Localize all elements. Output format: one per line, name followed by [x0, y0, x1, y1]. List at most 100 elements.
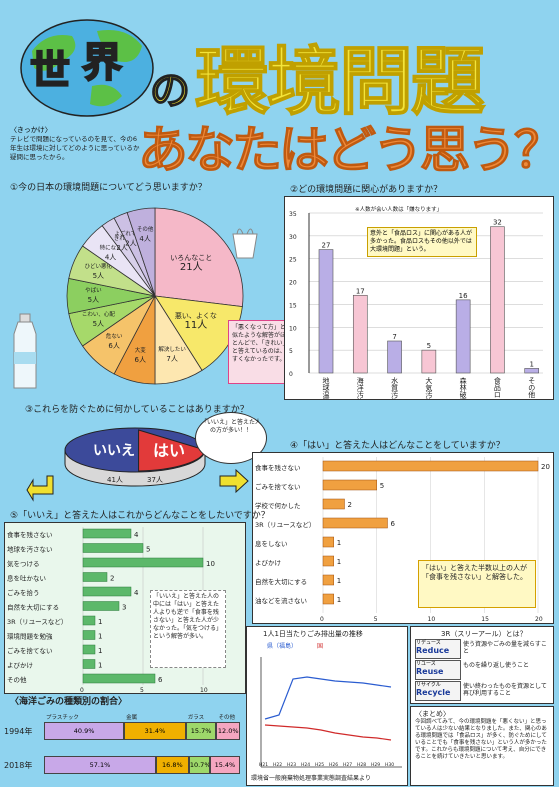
q5-bar-value: 4 — [134, 589, 139, 597]
pie-slice-value: 7人 — [166, 355, 177, 363]
q1-note: 「悪くなって方」と似たような解答がほとんどで、「きれい」と答えているのは、すくな… — [228, 320, 292, 384]
q5-item-label: 3R（リユースなど） — [7, 618, 67, 626]
q2-bar-label: その他 — [528, 377, 535, 399]
pie-slice-value: 5人 — [93, 272, 104, 280]
q2-panel: 35 30 25 20 15 10 5 0 27 地球温暖化 17 海洋汚染 7 水質汚染 5 大気汚染 16 森… — [284, 196, 554, 400]
pie-slice-label: いろんなこと — [170, 254, 212, 262]
pie-slice-label: その他 — [137, 225, 154, 233]
trash-legend-1: 国 — [317, 641, 323, 650]
q3-no-label: いいえ — [93, 443, 135, 459]
q2-bar — [319, 250, 333, 373]
q3-title: ③これらを防ぐために何かしていることはありますか？ — [25, 402, 249, 415]
q2-bar-label: 地球温暖化 — [323, 376, 330, 399]
q2-bar — [422, 350, 436, 373]
q4-item-label: 油などを流さない — [255, 596, 307, 605]
summary-panel: 〈まとめ〉 今回調べてみて、今の環境問題を「悪くない」と思っている人は少ない結果… — [410, 706, 554, 786]
ocean-year: 2018年 — [4, 760, 32, 771]
q5-bar — [83, 616, 95, 625]
kikkake-title: 〈きっかけ〉 — [10, 125, 140, 135]
ocean-segment-value: 15.7% — [187, 723, 216, 739]
q5-title: ⑤「いいえ」と答えた人はこれからどんなことをしたいですか？ — [10, 508, 270, 521]
three-r-word-box: リデュース Reduce — [415, 639, 461, 659]
q4-item-label: 息をしない — [255, 539, 288, 548]
q2-bar-label: 海洋汚染 — [357, 376, 364, 399]
three-r-word-box: リユース Reuse — [415, 660, 461, 680]
q5-bar — [83, 587, 131, 596]
pie-slice-value: 2人 — [125, 239, 136, 247]
q4-bar-value: 1 — [337, 539, 341, 547]
pie-slice-value: 4人 — [105, 253, 116, 261]
q4-bar — [323, 518, 388, 528]
q2-bar-value: 16 — [459, 292, 468, 300]
ocean-header: その他 — [218, 713, 235, 721]
q4-bar-value: 1 — [337, 577, 341, 585]
q4-tick-label: 10 — [428, 616, 436, 623]
q4-title: ④「はい」と答えた人はどんなことをしていますか？ — [290, 438, 505, 451]
q5-bar-value: 1 — [98, 662, 102, 670]
q5-item-label: 息を吐かない — [7, 574, 46, 583]
q4-bar — [323, 594, 334, 604]
q5-bar-value: 1 — [98, 647, 102, 655]
trash-chart-title: 1人1日当たりごみ排出量の推移 — [263, 629, 363, 639]
trash-x-label: H30 — [385, 763, 394, 768]
q4-tick-label: 0 — [320, 616, 324, 623]
three-r-desc: 使い終わったものを資源として再び利用すること — [463, 683, 549, 697]
q5-bar-value: 2 — [110, 575, 114, 583]
q5-item-label: ごみを拾う — [7, 588, 40, 597]
trash-x-label: H28 — [357, 763, 366, 768]
q2-bar — [353, 295, 367, 373]
ocean-segment-value: 16.8% — [157, 757, 188, 773]
q4-bar — [323, 461, 538, 471]
pie-slice-value: 6人 — [108, 342, 119, 350]
kikkake-text: テレビで問題になっているのを見て、今の6年生は環境に対してどのように思っているか… — [10, 135, 140, 162]
ocean-header: ガラス — [188, 713, 204, 721]
q2-bar-label: 食品ロス — [494, 376, 501, 399]
q4-bar-value: 6 — [391, 520, 396, 528]
q2-tick-label: 20 — [289, 280, 297, 287]
q2-tick-label: 0 — [289, 371, 293, 378]
ocean-segment-value: 15.4% — [211, 757, 239, 773]
q2-tick-label: 15 — [289, 302, 297, 309]
ocean-segment: 40.9% — [44, 722, 124, 740]
q3-yes-label: はい — [153, 441, 185, 460]
q2-bar-value: 7 — [392, 333, 396, 341]
q5-item-label: 食事を残さない — [7, 530, 53, 539]
q2-bar-value: 17 — [356, 287, 365, 295]
ocean-segment: 12.0% — [216, 722, 240, 740]
three-r-word-box: リサイクル Recycle — [415, 681, 461, 701]
q4-bar-value: 20 — [541, 463, 550, 471]
pie-slice-value: 4人 — [139, 235, 150, 243]
trash-x-label: H24 — [301, 763, 310, 768]
q5-bar-value: 5 — [146, 546, 150, 554]
q4-bar-value: 5 — [380, 482, 384, 490]
trash-x-label: H21 — [259, 763, 268, 768]
q2-tick-label: 5 — [289, 348, 293, 355]
q4-item-label: ごみを捨てない — [255, 482, 301, 491]
q4-item-label: 自然を大切にする — [255, 577, 307, 586]
q4-item-label: 食事を残さない — [255, 463, 301, 472]
ocean-header: 金属 — [126, 713, 137, 721]
q5-bar — [83, 558, 203, 567]
pie-slice-value: 5人 — [88, 296, 99, 304]
trash-chart-source: 環境省一般廃棄物処理事業実態調査結果より — [251, 773, 371, 782]
summary-title: 〈まとめ〉 — [415, 709, 450, 719]
q5-bar-value: 4 — [134, 531, 139, 539]
trash-legend-0: 県（福島） — [267, 641, 297, 650]
ocean-segment: 16.8% — [156, 756, 189, 774]
ocean-segment-value: 12.0% — [217, 723, 239, 739]
title-world-1: 世 — [30, 38, 70, 96]
q5-bar — [83, 631, 95, 640]
q4-bar — [323, 499, 345, 509]
q2-tick-label: 30 — [289, 234, 297, 241]
three-r-word: Reduce — [416, 646, 460, 656]
q2-note-text: 意外と「食品ロス」に関心がある人が多かった。食品ロスもその他以外では大環境問題」… — [367, 227, 477, 257]
kikkake-box: 〈きっかけ〉 テレビで問題になっているのを見て、今の6年生は環境に対してどのよう… — [10, 125, 140, 162]
ocean-title: 〈海洋ごみの種類別の割合〉 — [10, 694, 127, 707]
q5-tick-label: 10 — [200, 687, 208, 693]
q5-item-label: 地球を汚さない — [7, 545, 53, 554]
q4-note: 「はい」と答えた半数以上の人が「食事を残さない」と解答した。 — [418, 560, 536, 608]
trash-x-label: H22 — [273, 763, 282, 768]
q5-bar-value: 1 — [98, 633, 102, 641]
q5-bar — [83, 602, 119, 611]
ocean-segment: 57.1% — [44, 756, 156, 774]
